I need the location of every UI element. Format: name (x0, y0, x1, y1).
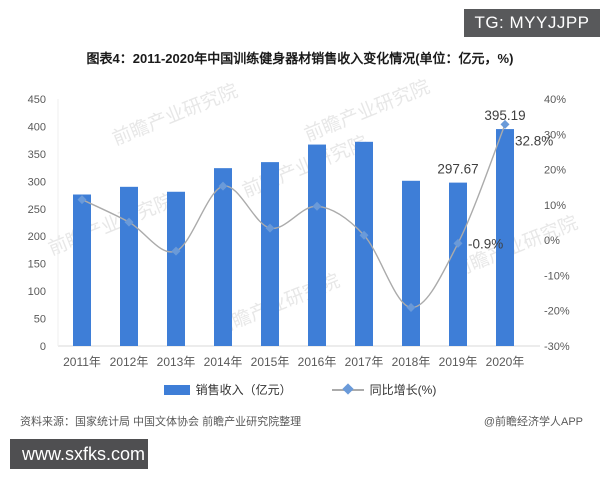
chart-title: 图表4：2011-2020年中国训练健身器材销售收入变化情况(单位：亿元，%) (86, 51, 514, 66)
left-axis-tick: 250 (28, 204, 46, 216)
x-axis-label: 2013年 (157, 355, 196, 369)
line-point-2016年 (312, 201, 322, 211)
legend-label-growth: 同比增长(%) (369, 383, 437, 397)
right-axis-tick: 10% (544, 200, 566, 212)
left-axis-tick: 50 (34, 314, 46, 326)
x-axis-label: 2018年 (392, 355, 431, 369)
right-axis-tick: 20% (544, 165, 566, 177)
left-axis-tick: 200 (28, 231, 46, 243)
line-point-2019年 (453, 238, 463, 248)
legend-item-growth: 同比增长(%) (331, 381, 437, 398)
footer-row: 资料来源：国家统计局 中国文体协会 前瞻产业研究院整理 @前瞻经济学人APP (20, 413, 583, 429)
bar-2014年 (214, 168, 232, 346)
chart-legend: 销售收入（亿元） 同比增长(%) (0, 381, 600, 398)
x-axis-label: 2016年 (298, 355, 337, 369)
line-point-2017年 (359, 230, 369, 240)
legend-item-revenue: 销售收入（亿元） (163, 381, 292, 398)
data-label: 32.8% (515, 133, 553, 148)
x-axis-label: 2014年 (204, 355, 243, 369)
line-point-2012年 (124, 217, 134, 227)
x-axis-label: 2011年 (63, 355, 101, 369)
diamond-marker-icon (342, 383, 354, 395)
left-axis-tick: 350 (28, 149, 46, 161)
data-label: -0.9% (468, 236, 503, 251)
x-axis-label: 2020年 (486, 355, 525, 369)
growth-line (81, 124, 506, 309)
bar-2015年 (261, 162, 279, 346)
left-axis-tick: 400 (28, 121, 46, 133)
credit-text: @前瞻经济学人APP (483, 416, 583, 428)
right-axis-tick: -10% (544, 270, 570, 282)
x-axis-label: 2019年 (439, 355, 478, 369)
site-badge: www.sxfks.com (10, 439, 148, 469)
line-point-2018年 (406, 303, 416, 313)
right-axis-tick: -30% (544, 341, 570, 353)
legend-label-revenue: 销售收入（亿元） (195, 383, 292, 397)
data-label: 297.67 (437, 162, 478, 177)
bar-2013年 (167, 191, 185, 346)
source-text: 资料来源：国家统计局 中国文体协会 前瞻产业研究院整理 (20, 416, 302, 428)
left-axis-tick: 0 (40, 341, 46, 353)
line-point-2014年 (218, 181, 228, 191)
right-axis-tick: -20% (544, 306, 570, 318)
bar-2018年 (402, 180, 420, 346)
right-axis-tick: 40% (544, 94, 566, 106)
left-axis-tick: 450 (28, 94, 46, 106)
left-axis-tick: 300 (28, 176, 46, 188)
bar-2017年 (355, 141, 373, 346)
bar-2016年 (308, 144, 326, 346)
line-point-2011年 (77, 195, 87, 205)
left-axis-tick: 100 (28, 286, 46, 298)
line-point-2015年 (265, 223, 275, 233)
x-axis-label: 2012年 (110, 355, 149, 369)
right-axis-tick: 30% (544, 129, 566, 141)
line-swatch-icon (331, 383, 364, 395)
bar-2012年 (120, 186, 138, 346)
line-point-2020年 (500, 119, 510, 129)
right-axis-tick: 0% (544, 235, 560, 247)
left-axis-tick: 150 (28, 259, 46, 271)
x-axis-label: 2017年 (345, 355, 384, 369)
line-point-2013年 (171, 246, 181, 256)
data-label: 395.19 (484, 108, 525, 123)
bar-2011年 (73, 194, 91, 346)
tg-badge: TG: MYYJJPP (464, 9, 600, 37)
bar-2019年 (449, 182, 467, 346)
bar-2020年 (496, 129, 514, 346)
bar-swatch-icon (163, 384, 190, 395)
x-axis-label: 2015年 (251, 355, 290, 369)
